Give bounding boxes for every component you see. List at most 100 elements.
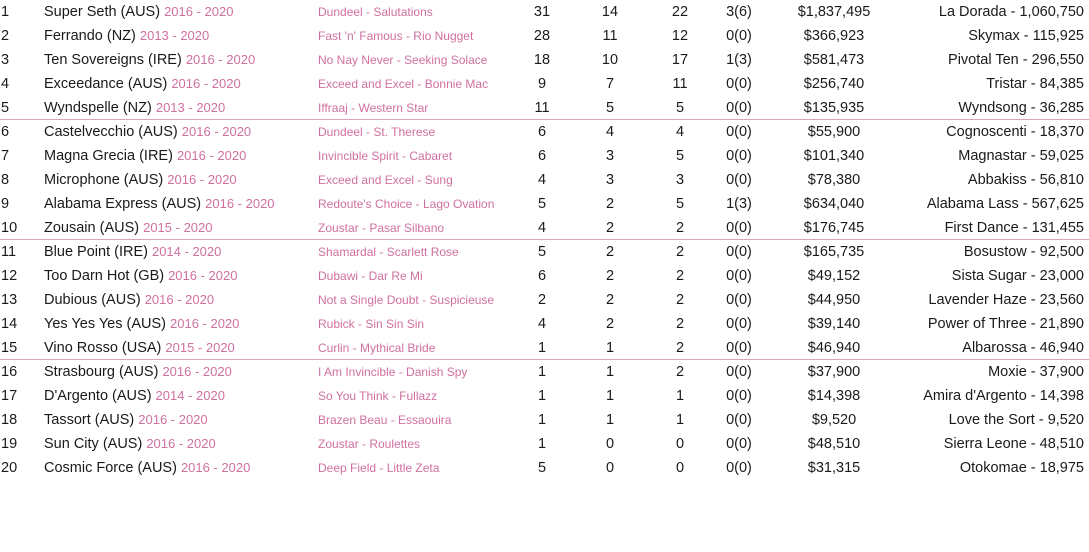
pedigree-cell: Iffraaj - Western Star: [318, 101, 429, 115]
earnings-cell: $31,315: [807, 460, 861, 476]
sire-name: Vino Rosso (USA): [44, 340, 162, 356]
pedigree-cell: Dundeel - St. Therese: [318, 125, 436, 139]
earnings-cell: $101,340: [803, 148, 865, 164]
sire-name: Too Darn Hot (GB): [44, 268, 165, 284]
sire-cell: Sun City (AUS) 2016 - 2020: [44, 432, 314, 456]
sire-name: Sun City (AUS): [44, 436, 143, 452]
sire-cell: Microphone (AUS) 2016 - 2020: [44, 168, 314, 192]
sire-cell: Dubious (AUS) 2016 - 2020: [44, 288, 314, 312]
wins-cell: 1: [675, 412, 685, 428]
wins-cell: 2: [675, 340, 685, 356]
table-row: 15 Vino Rosso (USA) 2015 - 2020 Curlin - My…: [0, 336, 1089, 360]
wins-cell: 5: [675, 100, 685, 116]
earnings-cell: $37,900: [807, 364, 861, 380]
rank-cell: 20: [1, 460, 18, 476]
stakes-winners-cell: 0(0): [726, 460, 752, 476]
runners-cell: 6: [537, 148, 547, 164]
runners-cell: 31: [533, 4, 551, 20]
winners-cell: 11: [602, 28, 618, 44]
table-row: 9 Alabama Express (AUS) 2016 - 2020 Redoute…: [0, 192, 1089, 216]
winners-cell: 2: [605, 292, 615, 308]
stakes-winners-cell: 0(0): [726, 268, 752, 284]
sire-name: Ten Sovereigns (IRE): [44, 52, 182, 68]
wins-cell: 0: [675, 436, 685, 452]
table-row: 13 Dubious (AUS) 2016 - 2020 Not a Single D…: [0, 288, 1089, 312]
runners-cell: 5: [537, 460, 547, 476]
sire-cell: Cosmic Force (AUS) 2016 - 2020: [44, 456, 314, 480]
table-row: 2 Ferrando (NZ) 2013 - 2020 Fast 'n' Famous…: [0, 24, 1089, 48]
runners-cell: 1: [537, 388, 547, 404]
winners-cell: 2: [605, 268, 615, 284]
wins-cell: 2: [675, 268, 685, 284]
stakes-winners-cell: 0(0): [726, 412, 752, 428]
earnings-cell: $256,740: [803, 76, 865, 92]
winners-cell: 2: [605, 220, 615, 236]
best-earner-cell: Magnastar - 59,025: [958, 148, 1084, 164]
stakes-winners-cell: 0(0): [726, 28, 752, 44]
wins-cell: 17: [671, 52, 689, 68]
sire-years: 2016 - 2020: [176, 148, 247, 163]
pedigree-cell: I Am Invincible - Danish Spy: [318, 365, 468, 379]
sire-cell: Strasbourg (AUS) 2016 - 2020: [44, 360, 314, 384]
winners-cell: 5: [605, 100, 615, 116]
earnings-cell: $1,837,495: [797, 4, 871, 20]
winners-cell: 1: [605, 364, 615, 380]
stakes-winners-cell: 0(0): [726, 76, 752, 92]
runners-cell: 18: [533, 52, 551, 68]
pedigree-cell: Shamardal - Scarlett Rose: [318, 245, 459, 259]
earnings-cell: $14,398: [807, 388, 861, 404]
rank-cell: 7: [1, 148, 10, 164]
runners-cell: 1: [537, 436, 547, 452]
earnings-cell: $135,935: [803, 100, 865, 116]
sire-cell: Zousain (AUS) 2015 - 2020: [44, 216, 314, 240]
sire-name: Exceedance (AUS): [44, 76, 168, 92]
sire-cell: Castelvecchio (AUS) 2016 - 2020: [44, 120, 314, 144]
sire-cell: Ferrando (NZ) 2013 - 2020: [44, 24, 314, 48]
sire-cell: Ten Sovereigns (IRE) 2016 - 2020: [44, 48, 314, 72]
best-earner-cell: Sista Sugar - 23,000: [951, 268, 1084, 284]
sire-years: 2016 - 2020: [144, 292, 215, 307]
earnings-cell: $55,900: [807, 124, 861, 140]
sire-years: 2016 - 2020: [167, 172, 237, 187]
table-row: 17 D'Argento (AUS) 2014 - 2020 So You Think…: [0, 384, 1089, 408]
earnings-cell: $634,040: [803, 196, 865, 212]
winners-cell: 14: [601, 4, 619, 20]
sire-years: 2015 - 2020: [165, 340, 235, 355]
runners-cell: 5: [537, 196, 547, 212]
stakes-winners-cell: 3(6): [726, 4, 752, 20]
pedigree-cell: Exceed and Excel - Sung: [318, 173, 453, 187]
winners-cell: 0: [605, 436, 615, 452]
best-earner-cell: Cognoscenti - 18,370: [946, 124, 1084, 140]
runners-cell: 4: [537, 172, 547, 188]
earnings-cell: $176,745: [803, 220, 865, 236]
sire-rankings-table: 1 Super Seth (AUS) 2016 - 2020 Dundeel - Sa…: [0, 0, 1089, 480]
stakes-winners-cell: 0(0): [726, 316, 752, 332]
pedigree-cell: Redoute's Choice - Lago Ovation: [318, 197, 495, 211]
rank-cell: 14: [1, 316, 18, 332]
runners-cell: 2: [537, 292, 547, 308]
pedigree-cell: Zoustar - Roulettes: [318, 437, 421, 451]
pedigree-cell: Brazen Beau - Essaouira: [318, 413, 452, 427]
sire-years: 2016 - 2020: [138, 412, 208, 427]
wins-cell: 2: [675, 316, 685, 332]
best-earner-cell: Amira d'Argento - 14,398: [923, 388, 1084, 404]
winners-cell: 2: [605, 244, 615, 260]
stakes-winners-cell: 0(0): [726, 244, 752, 260]
wins-cell: 0: [675, 460, 685, 476]
best-earner-cell: Power of Three - 21,890: [927, 316, 1084, 332]
best-earner-cell: Skymax - 115,925: [968, 28, 1084, 44]
sire-years: 2016 - 2020: [146, 436, 216, 451]
table-row: 16 Strasbourg (AUS) 2016 - 2020 I Am Invinc…: [0, 360, 1089, 384]
best-earner-cell: Sierra Leone - 48,510: [943, 436, 1084, 452]
winners-cell: 1: [605, 412, 615, 428]
pedigree-cell: So You Think - Fullazz: [318, 389, 438, 403]
sire-cell: Yes Yes Yes (AUS) 2016 - 2020: [44, 312, 314, 336]
wins-cell: 2: [675, 292, 685, 308]
sire-name: Microphone (AUS): [44, 172, 164, 188]
sire-name: Alabama Express (AUS): [44, 196, 202, 212]
sire-cell: Super Seth (AUS) 2016 - 2020: [44, 0, 314, 24]
best-earner-cell: Albarossa - 46,940: [962, 340, 1084, 356]
wins-cell: 1: [675, 388, 685, 404]
pedigree-cell: Dubawi - Dar Re Mi: [318, 269, 423, 283]
sire-cell: Tassort (AUS) 2016 - 2020: [44, 408, 314, 432]
